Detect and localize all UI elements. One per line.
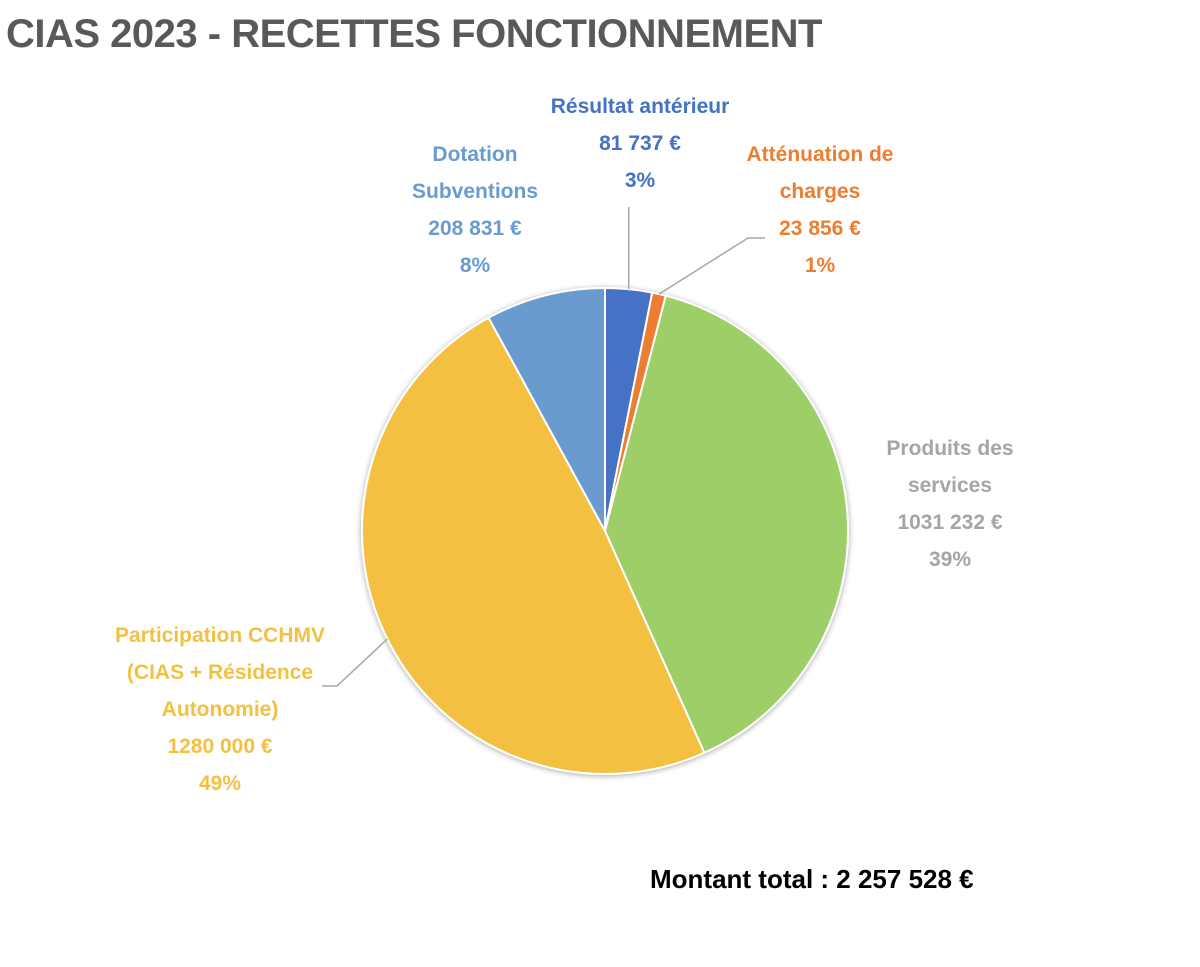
slice-name-line: Autonomie): [161, 698, 279, 721]
slice-value-label: 1280 000 €: [167, 735, 273, 758]
pie-slice-3: [361, 316, 706, 775]
leader-line-1: [658, 237, 765, 295]
slice-label-resultat-anterieur: Résultat antérieur 81 737 € 3%: [520, 88, 760, 199]
slice-percent-label: 39%: [928, 548, 972, 571]
chart-title: CIAS 2023 - RECETTES FONCTIONNEMENT: [6, 12, 822, 56]
slice-value-label: 208 831 €: [428, 217, 522, 240]
slice-name-line: Résultat antérieur: [550, 95, 730, 118]
slice-name-line: Participation CCHMV: [114, 624, 326, 647]
slice-label-participation-cchmv: Participation CCHMV (CIAS + Résidence Auto…: [60, 617, 380, 802]
slice-name-line: Atténuation de: [746, 143, 894, 166]
slice-label-attenuation-de-charges: Atténuation de charges 23 856 € 1%: [715, 136, 925, 284]
slice-name-line: Dotation: [432, 143, 518, 166]
total-amount: Montant total : 2 257 528 €: [650, 864, 974, 894]
slice-value-label: 81 737 €: [599, 132, 681, 155]
slice-name-line: services: [907, 474, 993, 497]
slice-percent-label: 8%: [459, 254, 491, 277]
leader-line-3: [322, 638, 388, 687]
slice-name-line: (CIAS + Résidence: [126, 661, 314, 684]
slice-percent-label: 1%: [804, 254, 836, 277]
slice-value-label: 23 856 €: [779, 217, 861, 240]
slice-percent-label: 49%: [198, 772, 242, 795]
slice-name-line: Produits des: [886, 437, 1014, 460]
slice-value-label: 1031 232 €: [897, 511, 1003, 534]
slice-label-dotation-subventions: Dotation Subventions 208 831 € 8%: [380, 136, 570, 284]
slice-name-line: Subventions: [411, 180, 538, 203]
slice-percent-label: 3%: [624, 169, 656, 192]
pie-slice-2: [603, 294, 849, 755]
pie-slice-4: [487, 286, 606, 532]
slice-label-produits-des-services: Produits des services 1031 232 € 39%: [850, 430, 1050, 578]
slice-name-line: charges: [779, 180, 861, 203]
